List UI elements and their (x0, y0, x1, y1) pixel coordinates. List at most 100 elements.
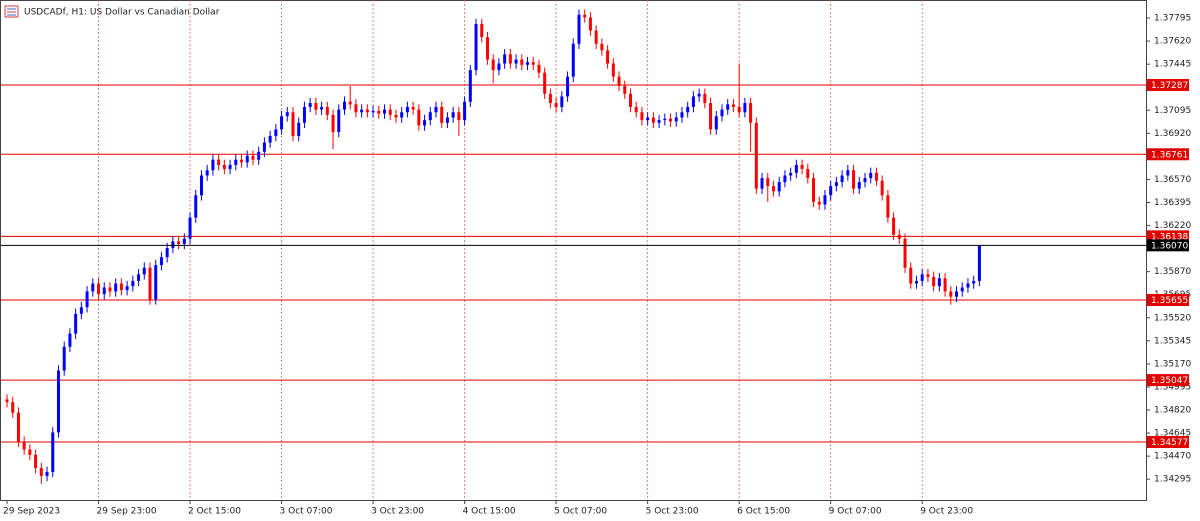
y-tick-label: 1.35170 (1154, 359, 1191, 369)
candle-body (903, 238, 907, 268)
candle-body (651, 117, 655, 123)
level-label: 1.37287 (1151, 81, 1188, 91)
x-tick-label: 2 Oct 15:00 (188, 507, 241, 517)
candle-body (102, 287, 106, 295)
candle-body (199, 175, 203, 196)
candle-body (125, 286, 129, 291)
candle-body (91, 283, 95, 292)
candle-body (892, 217, 896, 235)
candle-body (251, 155, 255, 160)
candle-body (531, 62, 535, 65)
candle-body (16, 412, 20, 442)
candle-body (771, 186, 775, 192)
y-tick-label: 1.34295 (1154, 475, 1191, 485)
candle-body (503, 54, 507, 64)
candle-body (588, 17, 592, 31)
candle-body (943, 278, 947, 292)
x-tick-label: 4 Oct 15:00 (463, 507, 516, 517)
y-tick-label: 1.37795 (1154, 14, 1191, 24)
y-tick-label: 1.34645 (1154, 429, 1191, 439)
candle-body (85, 291, 89, 308)
level-label-box (1147, 374, 1189, 387)
candle-body (794, 164, 798, 173)
candle-body (526, 62, 530, 65)
y-tick-label: 1.36920 (1154, 129, 1191, 139)
candle-body (423, 120, 427, 126)
candle-body (897, 234, 901, 239)
candle-body (188, 217, 192, 239)
candle-body (926, 274, 930, 277)
candle-body (709, 103, 713, 130)
x-tick-label: 3 Oct 23:00 (371, 507, 424, 517)
candle-body (131, 280, 135, 287)
candle-body (800, 164, 804, 169)
candle-body (554, 103, 558, 107)
candle-body (852, 170, 856, 189)
candle-body (863, 178, 867, 183)
level-label-box (1147, 294, 1189, 306)
candle-body (640, 112, 644, 121)
current-price-label: 1.36070 (1151, 241, 1188, 251)
candle-body (737, 106, 741, 113)
candle-body (857, 182, 861, 189)
candle-body (114, 283, 118, 292)
candle-body (966, 283, 970, 288)
candle-body (182, 238, 186, 245)
candle-body (886, 195, 890, 218)
candle-body (400, 112, 404, 118)
y-tick-label: 1.36395 (1154, 198, 1191, 208)
y-tick-label: 1.34995 (1154, 382, 1191, 392)
level-label: 1.36138 (1151, 232, 1188, 242)
candle-body (360, 109, 364, 113)
level-label-box (1147, 148, 1189, 161)
candle-body (291, 112, 295, 136)
candle-body (497, 63, 501, 71)
y-tick-label: 1.37620 (1154, 37, 1191, 47)
candle-body (342, 101, 346, 110)
candle-body (302, 106, 306, 123)
candle-body (268, 135, 272, 143)
candle-body (806, 168, 810, 179)
x-tick-label: 29 Sep 2023 (3, 507, 60, 517)
y-tick-label: 1.35520 (1154, 313, 1191, 323)
plot-frame (0, 0, 1147, 501)
candle-body (972, 280, 976, 284)
candle-body (491, 59, 495, 71)
candle-body (663, 118, 667, 121)
candle-body (960, 287, 964, 292)
candle-body (5, 399, 9, 403)
candle-body (789, 172, 793, 176)
candle-body (245, 155, 249, 163)
candle-body (508, 54, 512, 64)
candle-body (428, 112, 432, 121)
current-price-box (1147, 239, 1189, 252)
candle-body (325, 106, 329, 115)
level-label: 1.36761 (1151, 150, 1188, 160)
candle-body (646, 117, 650, 121)
title-icon (4, 5, 19, 18)
level-label-box (1147, 436, 1189, 449)
candle-body (743, 103, 747, 113)
candle-body (474, 23, 478, 71)
candle-body (394, 114, 398, 118)
candle-body (731, 104, 735, 107)
candle-body (600, 43, 604, 51)
candle-body (11, 402, 15, 413)
candle-body (108, 287, 112, 292)
candle-body (383, 109, 387, 114)
candle-body (846, 170, 850, 176)
y-tick-label: 1.35870 (1154, 267, 1191, 277)
candle-body (222, 164, 226, 169)
candle-body (783, 175, 787, 183)
candle-body (217, 159, 221, 165)
candle-body (39, 467, 43, 476)
candle-body (62, 346, 66, 371)
level-label: 1.35655 (1151, 296, 1188, 306)
candle-body (628, 93, 632, 107)
candle-body (880, 180, 884, 196)
candle-body (674, 117, 678, 122)
candle-body (977, 245, 981, 281)
candle-body (445, 117, 449, 123)
candle-body (257, 151, 261, 160)
